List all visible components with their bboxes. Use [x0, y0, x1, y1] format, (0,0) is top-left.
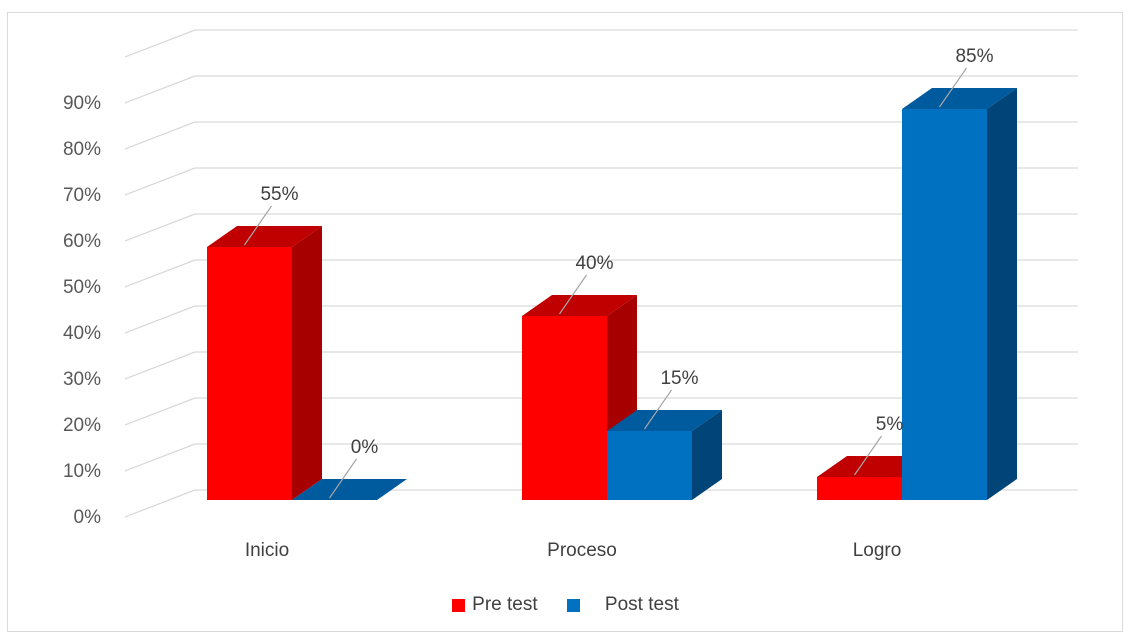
x-category-label: Logro: [853, 540, 902, 561]
data-label: 85%: [955, 46, 993, 67]
gridline-diagonal: [124, 29, 196, 58]
leader-line: [939, 67, 967, 108]
gridline-diagonal: [124, 397, 196, 426]
bar-top: [207, 226, 322, 247]
bar-pre-proceso: [522, 295, 637, 500]
legend-label-post-test: Post test: [604, 594, 679, 615]
gridline-diagonal: [124, 121, 196, 150]
bar-side: [292, 226, 322, 500]
bar-front: [607, 431, 692, 500]
y-tick-label: 90%: [63, 93, 101, 114]
gridline-diagonal: [124, 489, 196, 518]
y-tick-label: 0%: [74, 507, 102, 528]
bar-front: [207, 247, 292, 500]
x-category-label: Proceso: [547, 540, 617, 561]
gridline-diagonal: [124, 351, 196, 380]
leader-line: [244, 205, 272, 246]
y-tick-label: 30%: [63, 369, 101, 390]
bar-top: [902, 88, 1017, 109]
y-axis-ticks: 0% 10% 20% 30% 40% 50% 60% 70% 80% 90%: [63, 93, 101, 528]
y-tick-label: 40%: [63, 323, 101, 344]
gridline-diagonal: [124, 443, 196, 472]
legend: Pre test Post test: [0, 594, 1131, 618]
y-tick-label: 20%: [63, 415, 101, 436]
bar-post-logro: [902, 88, 1017, 500]
bar-pre-inicio: [207, 226, 322, 500]
gridline-diagonal: [124, 75, 196, 104]
bar-top: [607, 410, 722, 431]
leader-line: [644, 389, 672, 430]
x-category-label: Inicio: [245, 540, 289, 561]
leader-line: [329, 458, 357, 499]
leader-line: [559, 274, 587, 315]
bar-front: [902, 109, 987, 500]
bars: [207, 88, 1017, 500]
legend-label-pre-test: Pre test: [472, 594, 538, 615]
data-label: 55%: [260, 184, 298, 205]
gridline-diagonal: [124, 213, 196, 242]
legend-swatch-post-test: [566, 598, 580, 612]
bar-side: [692, 410, 722, 500]
leader-line: [854, 435, 882, 476]
bar-top: [292, 479, 407, 500]
data-label: 15%: [660, 368, 698, 389]
bar-front: [817, 477, 902, 500]
y-tick-label: 80%: [63, 139, 101, 160]
bar-post-inicio: [292, 479, 407, 500]
gridline-diagonal: [124, 167, 196, 196]
data-labels: 55% 0% 40% 15% 5% 85%: [244, 46, 994, 499]
bar-post-proceso: [607, 410, 722, 500]
y-tick-label: 60%: [63, 231, 101, 252]
y-tick-label: 70%: [63, 185, 101, 206]
bar-side: [987, 88, 1017, 500]
data-label: 5%: [876, 414, 904, 435]
data-label: 0%: [351, 437, 379, 458]
bar-front: [522, 316, 607, 500]
x-axis-categories: Inicio Proceso Logro: [245, 540, 901, 561]
data-label: 40%: [575, 253, 613, 274]
bar-top: [522, 295, 637, 316]
y-tick-label: 50%: [63, 277, 101, 298]
legend-item-post-test: Post test: [566, 594, 679, 616]
y-tick-label: 10%: [63, 461, 101, 482]
legend-item-pre-test: Pre test: [452, 594, 538, 616]
legend-swatch-pre-test: [452, 598, 466, 612]
gridline-diagonal: [124, 259, 196, 288]
gridline-diagonal: [124, 305, 196, 334]
